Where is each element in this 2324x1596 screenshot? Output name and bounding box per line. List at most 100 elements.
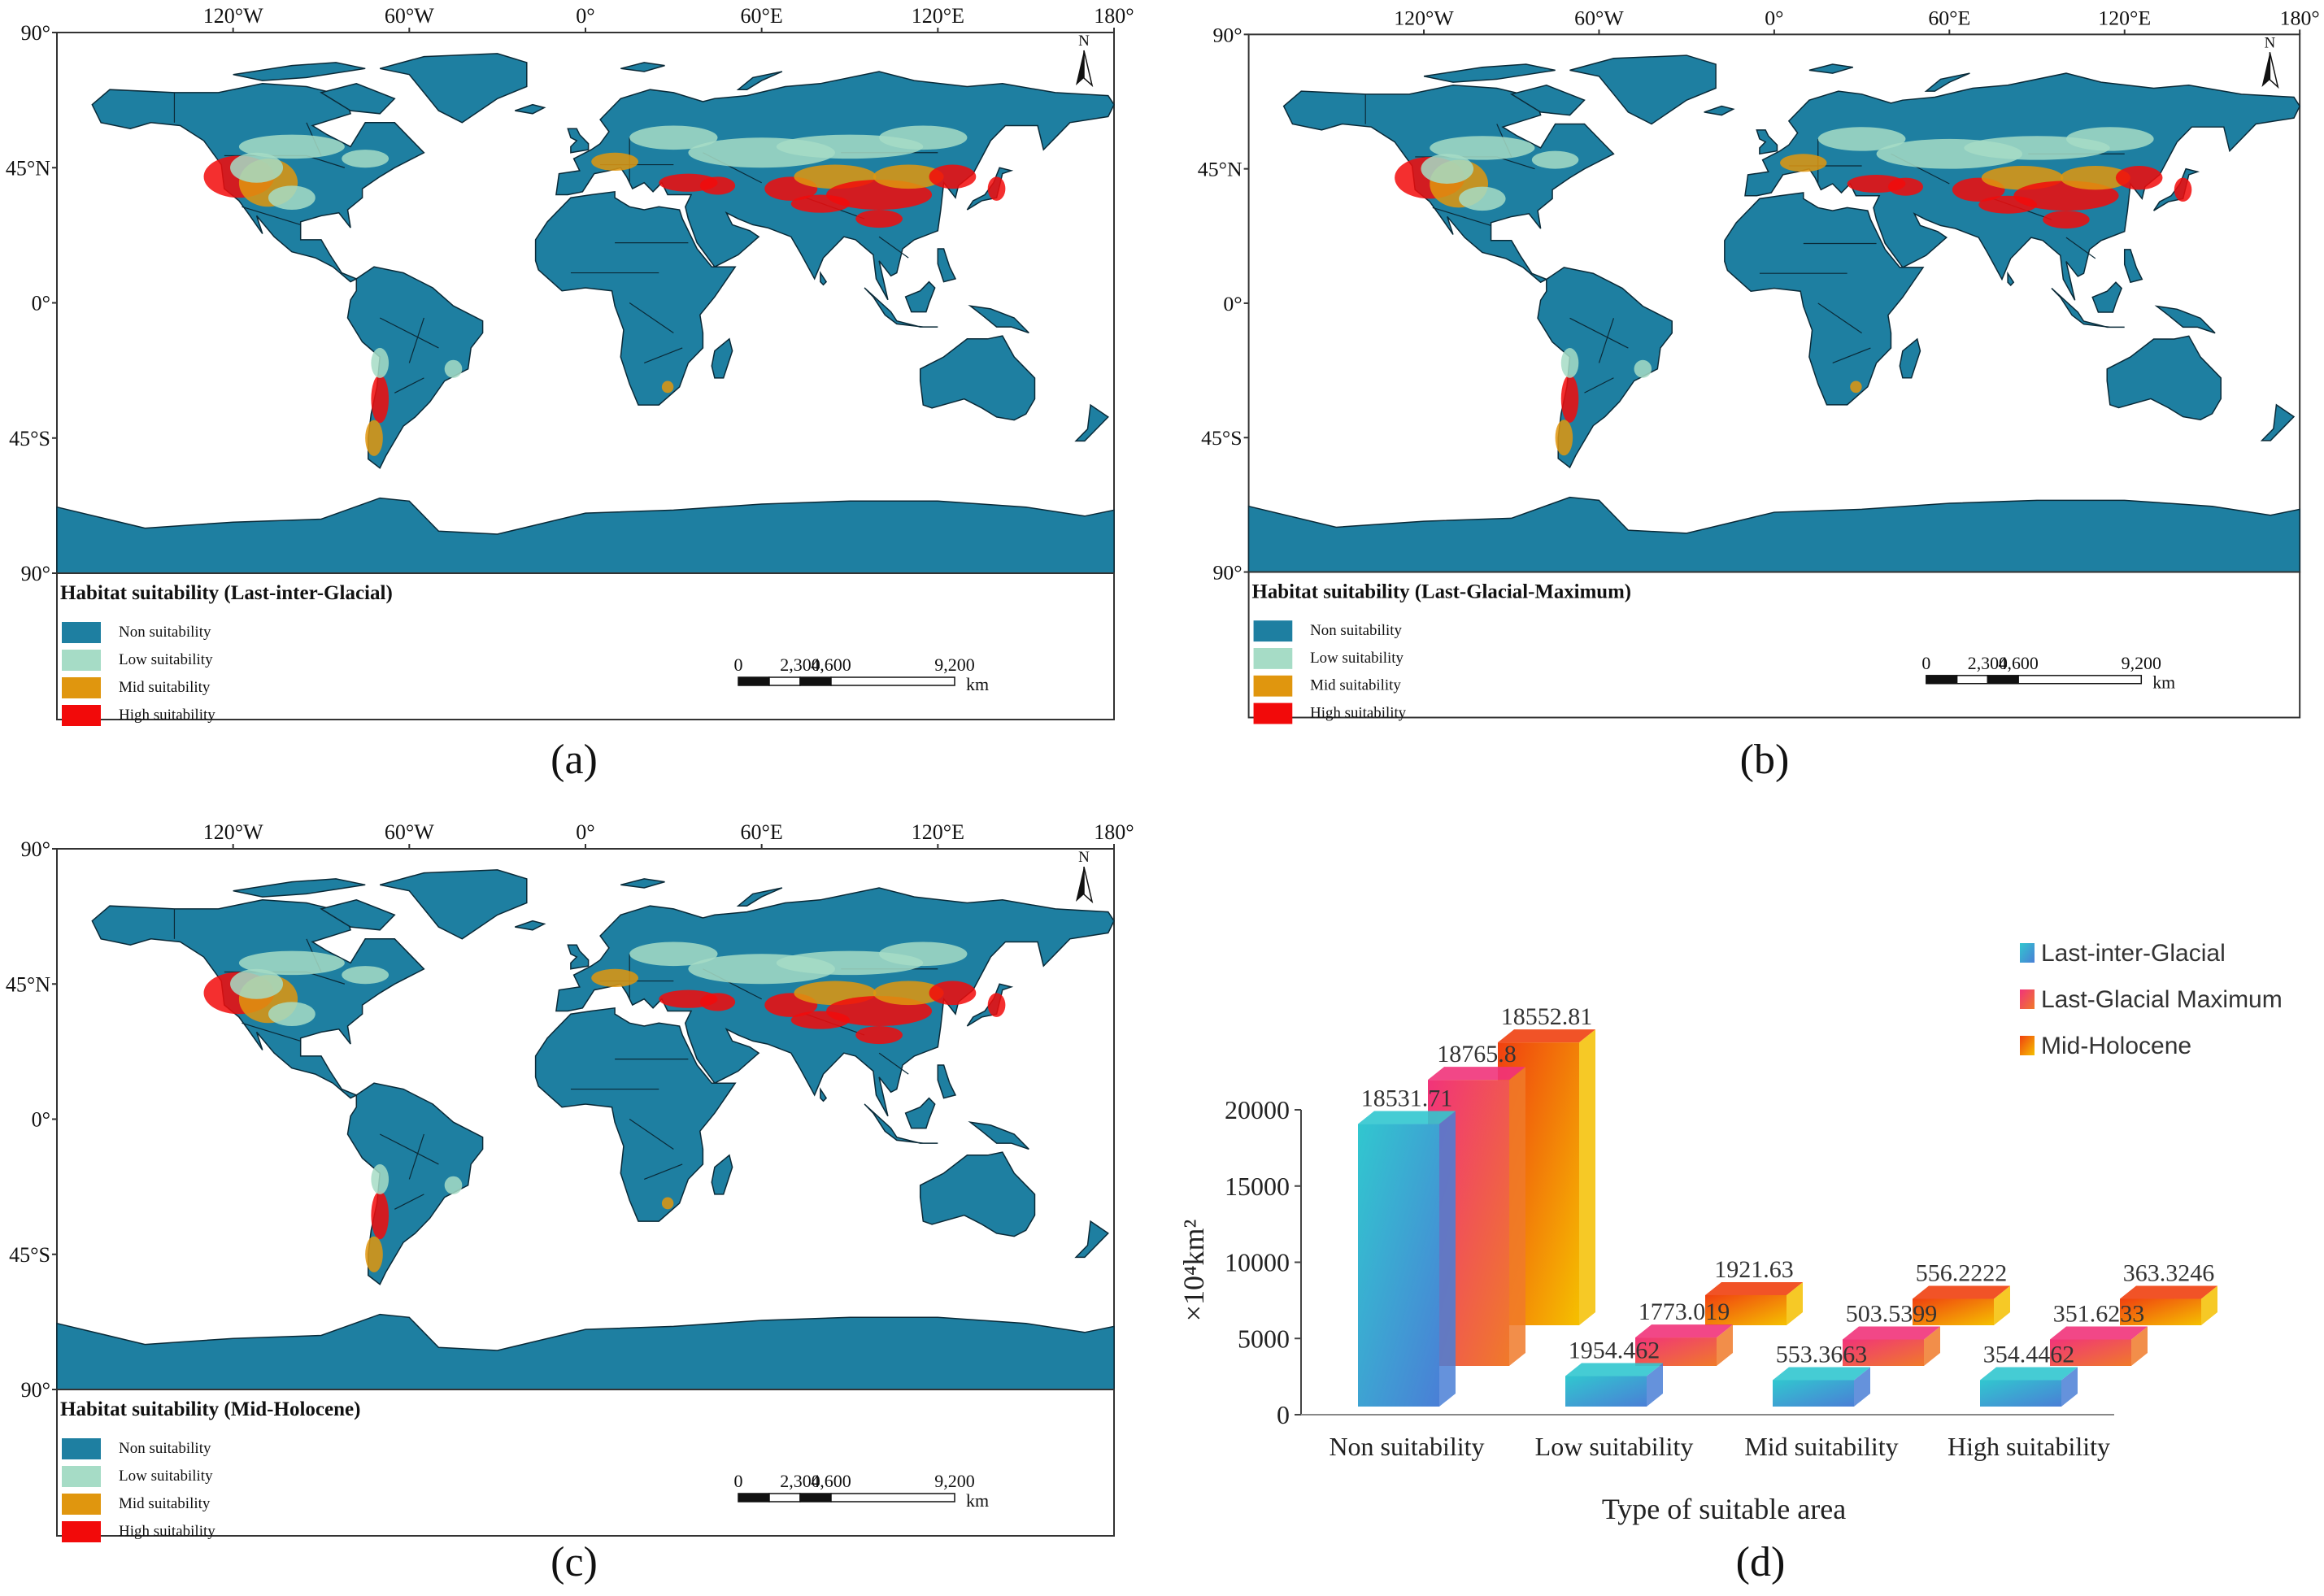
suitability-low-patch bbox=[1634, 359, 1652, 378]
bar-1-1 bbox=[1635, 1324, 1733, 1366]
landmass-iceland bbox=[515, 103, 546, 115]
suitability-low-patch bbox=[268, 185, 316, 210]
scale-segment bbox=[738, 1493, 770, 1503]
scale-segment bbox=[799, 676, 832, 686]
scale-segment bbox=[768, 1493, 801, 1503]
landmass-novaya bbox=[736, 71, 783, 90]
y-tick-label: 0 bbox=[1277, 1400, 1290, 1429]
suitability-mid-patch bbox=[1780, 154, 1827, 172]
y-tick-label: 5000 bbox=[1238, 1324, 1290, 1353]
bar-side-face bbox=[1647, 1363, 1663, 1407]
bar-top-face bbox=[1843, 1326, 1940, 1340]
y-tick-label: 10000 bbox=[1225, 1248, 1290, 1277]
bar-value-label: 18531.71 bbox=[1361, 1085, 1453, 1112]
landmass-indonesia bbox=[2051, 287, 2125, 328]
suitability-low-patch bbox=[230, 152, 284, 183]
scale-segment bbox=[738, 676, 770, 686]
lon-label: 120°W bbox=[203, 4, 263, 28]
bar-1-2 bbox=[1843, 1326, 1940, 1366]
country-border bbox=[2065, 237, 2096, 259]
bar-side-face bbox=[1924, 1326, 1940, 1366]
scale-segment bbox=[799, 1493, 832, 1503]
suitability-low-patch bbox=[444, 359, 463, 378]
country-border bbox=[644, 1163, 683, 1180]
north-arrow-icon: N bbox=[1076, 849, 1094, 904]
legend-title: Habitat suitability (Last-inter-Glacial) bbox=[60, 582, 393, 604]
country-border bbox=[878, 1052, 909, 1075]
suitability-high-patch bbox=[855, 209, 903, 228]
suitability-low-patch bbox=[230, 968, 284, 999]
scale-label: 9,200 bbox=[934, 1471, 975, 1491]
landmass-australia bbox=[2106, 335, 2222, 420]
country-border bbox=[408, 317, 424, 363]
bar-front-face bbox=[1635, 1337, 1717, 1366]
y-tick-label: 20000 bbox=[1225, 1095, 1290, 1124]
lat-label: 90° bbox=[1212, 23, 1242, 46]
lat-label: 90° bbox=[21, 1378, 50, 1402]
legend-swatch bbox=[62, 1466, 101, 1487]
landmass-baffin bbox=[320, 899, 396, 931]
suitability-high-patch bbox=[1978, 195, 2038, 214]
north-arrow-label: N bbox=[1078, 849, 1090, 866]
landmass-indonesia bbox=[864, 287, 938, 328]
lon-label: 120°W bbox=[1394, 6, 1454, 29]
landmass-novaya bbox=[736, 887, 783, 907]
bar-2-1 bbox=[1705, 1281, 1803, 1325]
y-axis-title: ×10⁴km² bbox=[1177, 1220, 1210, 1322]
bar-value-label: 553.3663 bbox=[1776, 1342, 1868, 1368]
lon-label: 60°E bbox=[741, 4, 783, 28]
legend-swatch bbox=[1253, 675, 1293, 697]
north-arrow-label: N bbox=[1078, 33, 1090, 50]
map-panel-b: 120°W 60°W 0° 60°E 120°E 180° 90° 45°N 0° 45°S 90°… bbox=[1198, 6, 2320, 724]
lon-label: 0° bbox=[576, 820, 594, 844]
suitability-low-patch bbox=[2065, 127, 2154, 151]
landmass-africa bbox=[534, 190, 737, 406]
legend-label: Mid suitability bbox=[119, 1495, 211, 1512]
country-border bbox=[394, 377, 424, 394]
landmass-antarctica bbox=[56, 497, 1115, 574]
scale-label: 4,600 bbox=[1999, 654, 2039, 673]
lon-label: 120°E bbox=[912, 820, 964, 844]
map-c-content: 120°W 60°W 0° 60°E 120°E 180° 90° 45°N 0° 45°S 90°… bbox=[6, 820, 1134, 1542]
north-arrow-left bbox=[2261, 52, 2270, 87]
suitability-high-patch bbox=[1560, 375, 1579, 423]
bar-side-face bbox=[1439, 1111, 1456, 1407]
bar-front-face bbox=[1980, 1380, 2061, 1407]
bar-side-face bbox=[2131, 1326, 2148, 1366]
north-arrow-right bbox=[1083, 866, 1094, 904]
suitability-high-patch bbox=[699, 176, 736, 195]
bar-front-face bbox=[1913, 1298, 1994, 1325]
map-a-caption: (a) bbox=[551, 737, 598, 783]
country-border bbox=[1569, 317, 1629, 349]
landmass-new-zealand bbox=[1074, 403, 1109, 442]
suitability-low-patch bbox=[342, 966, 390, 985]
lon-label: 60°W bbox=[385, 820, 434, 844]
landmass-arctic-islands bbox=[233, 878, 366, 898]
bar-front-face bbox=[1358, 1124, 1439, 1407]
legend-swatch bbox=[62, 622, 101, 643]
suitability-high-patch bbox=[987, 176, 1006, 201]
landmass-uk bbox=[567, 128, 590, 154]
suitability-mid-patch bbox=[365, 420, 383, 456]
scale-label: 0 bbox=[734, 654, 743, 675]
bar-value-label: 1954.462 bbox=[1569, 1337, 1660, 1364]
suitability-high-patch bbox=[929, 981, 977, 1006]
bar-value-label: 351.6233 bbox=[2053, 1301, 2145, 1328]
landmass-new-zealand bbox=[1074, 1220, 1109, 1259]
landmass-madagascar bbox=[711, 337, 733, 379]
legend-swatch bbox=[1253, 648, 1293, 669]
legend-label: Mid suitability bbox=[1310, 677, 1401, 694]
legend-label: High suitability bbox=[119, 1523, 215, 1540]
legend-title: Habitat suitability (Last-Glacial-Maximu… bbox=[1252, 581, 1632, 602]
legend-label: Non suitability bbox=[119, 624, 211, 641]
scale-segment bbox=[1987, 675, 2019, 685]
y-tick-label: 15000 bbox=[1225, 1172, 1290, 1201]
scale-unit: km bbox=[966, 674, 989, 694]
lat-label: 90° bbox=[21, 837, 50, 861]
legend-label: Non suitability bbox=[1310, 622, 1402, 639]
landmass-novaya bbox=[1924, 72, 1970, 92]
bar-value-label: 18552.81 bbox=[1501, 1003, 1593, 1030]
north-arrow-icon: N bbox=[2261, 34, 2279, 89]
lat-label: 45°S bbox=[9, 427, 50, 450]
scale-segment bbox=[1926, 675, 1958, 685]
